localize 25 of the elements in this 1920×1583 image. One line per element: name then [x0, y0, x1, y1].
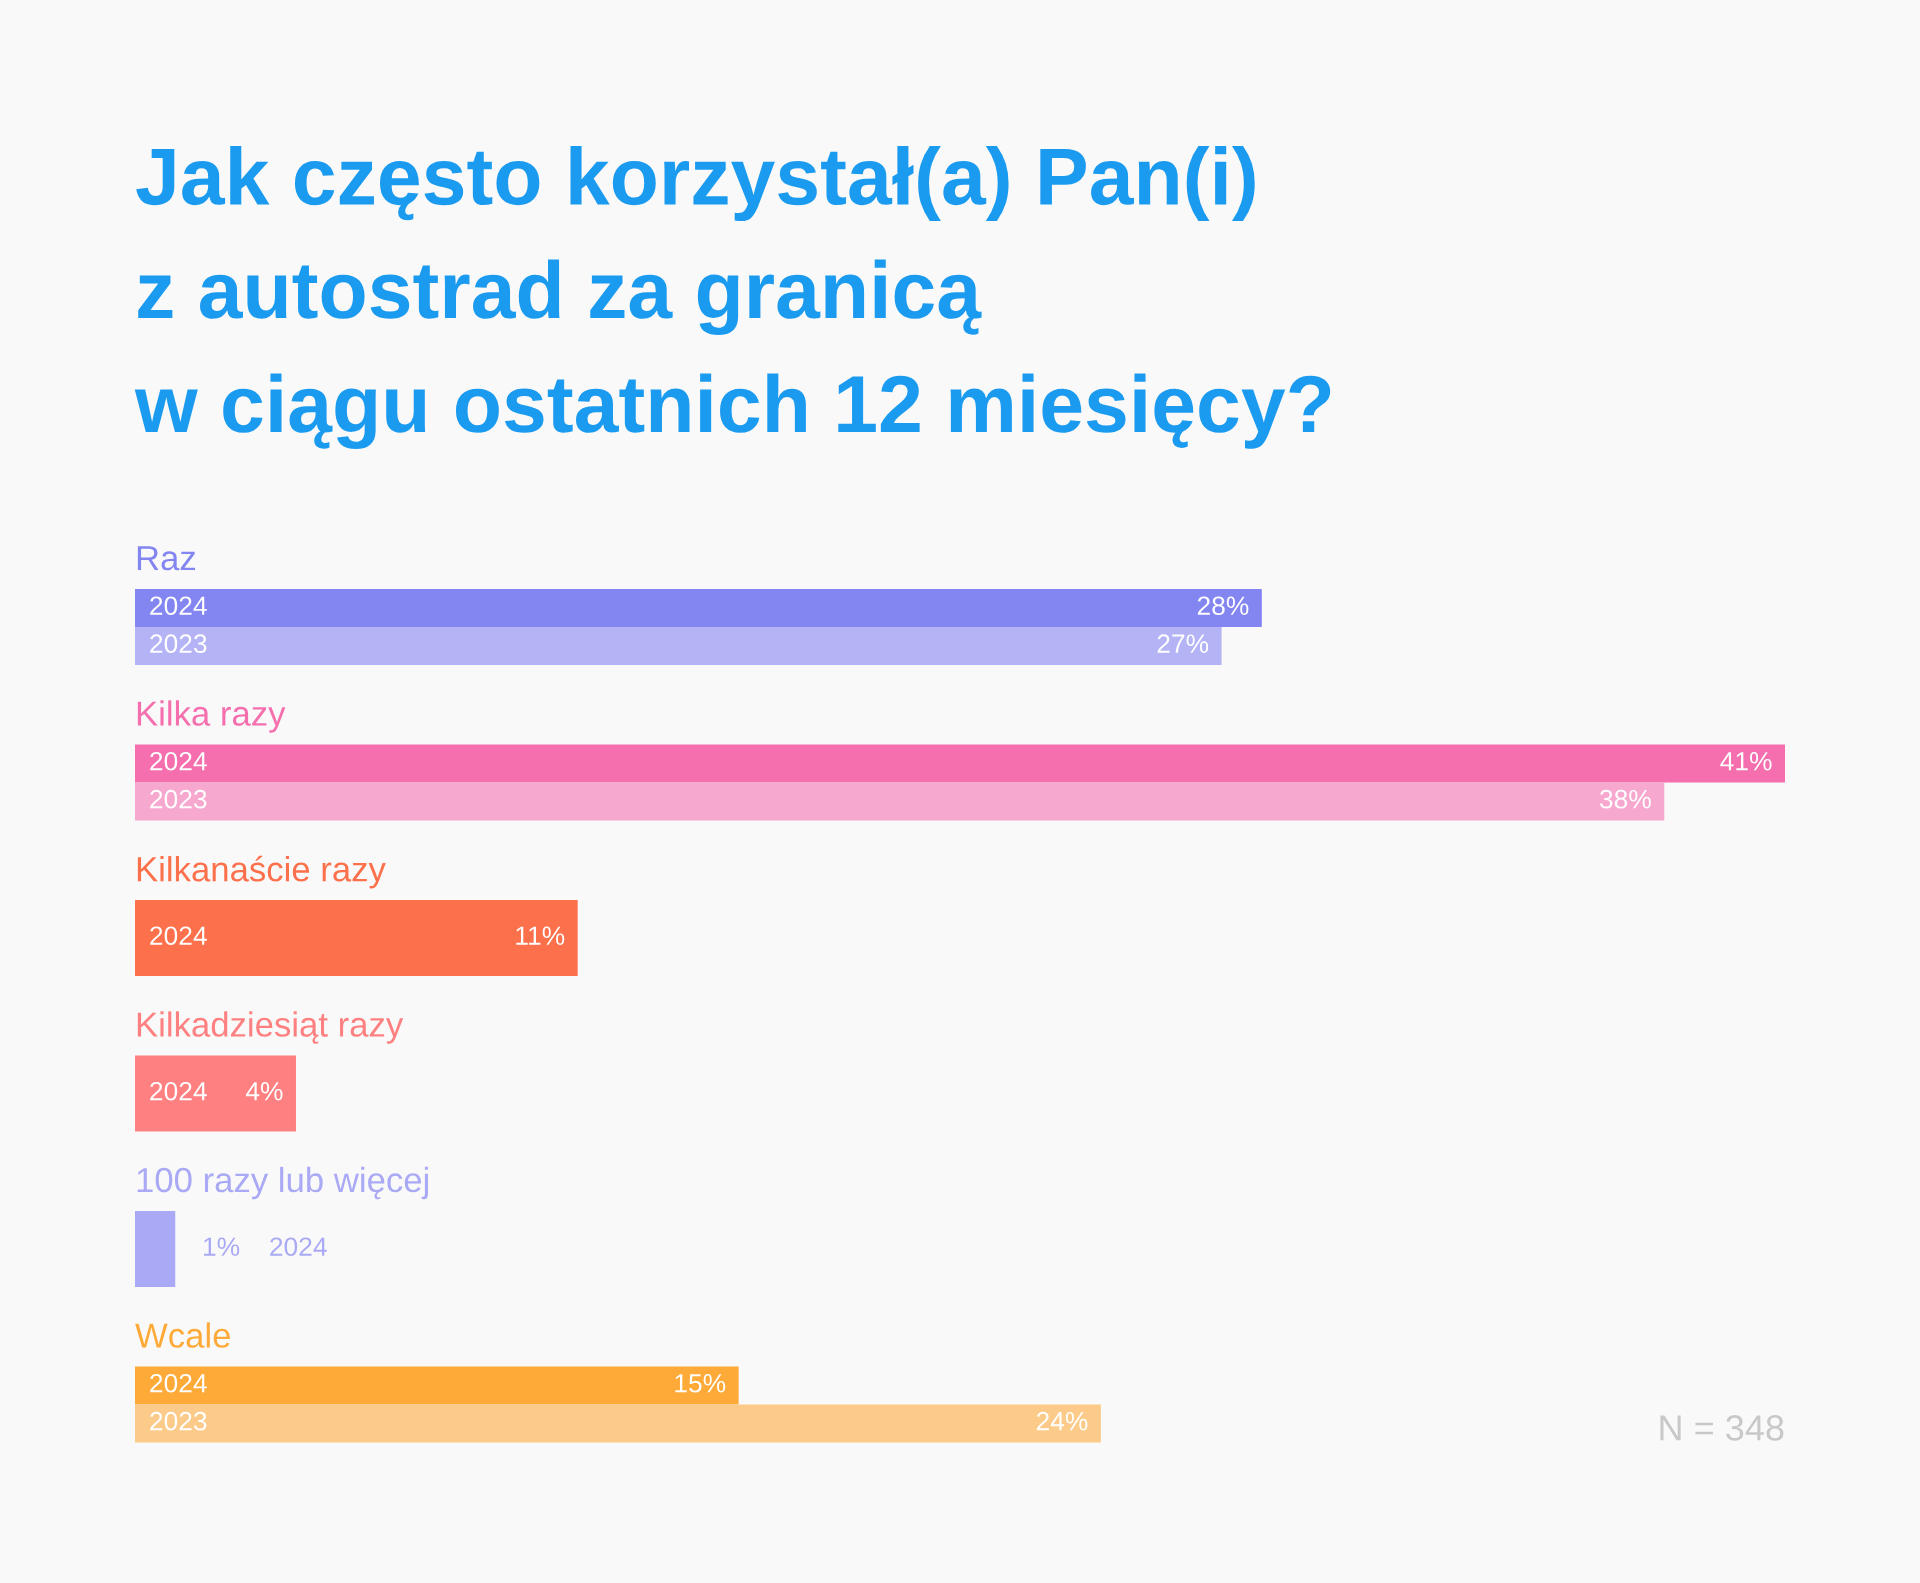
y-tick-label: 100 razy lub więcej	[137, 1166, 428, 1200]
chart-title: Jak często korzystał(a) Pan(i) z autostrad za granicą w ciągu ostatnich 12 miesięcy?	[134, 146, 1331, 450]
data-label: 15%	[675, 1374, 726, 1393]
text: 2024	[150, 1081, 207, 1101]
text: 2023	[150, 789, 207, 809]
data-label: 11%	[516, 926, 565, 945]
text: 2024	[150, 751, 207, 771]
text: 2024	[150, 1373, 207, 1393]
text: 2023	[150, 634, 207, 654]
data-label: 41%	[1720, 752, 1772, 771]
y-tick-label: Wcale	[135, 1322, 230, 1348]
y-tick-label: Kilkanaście razy	[137, 855, 386, 889]
series-label: 2024	[150, 596, 207, 616]
text: 2024	[150, 926, 207, 946]
data-label: 27%	[1157, 634, 1209, 653]
data-label: 4%	[245, 1082, 283, 1101]
data-label: 24%	[1036, 1411, 1088, 1431]
data-label: 28%	[1197, 596, 1249, 616]
data-label: 1%	[204, 1237, 240, 1256]
data-label: 38%	[1599, 789, 1651, 809]
text: 2024	[270, 1237, 327, 1257]
series-label: 2023	[150, 1411, 207, 1431]
y-tick-label: Kilka razy	[137, 700, 286, 733]
y-tick-label: Kilkadziesiąt razy	[137, 1011, 404, 1044]
y-tick-label: Raz	[137, 546, 196, 571]
